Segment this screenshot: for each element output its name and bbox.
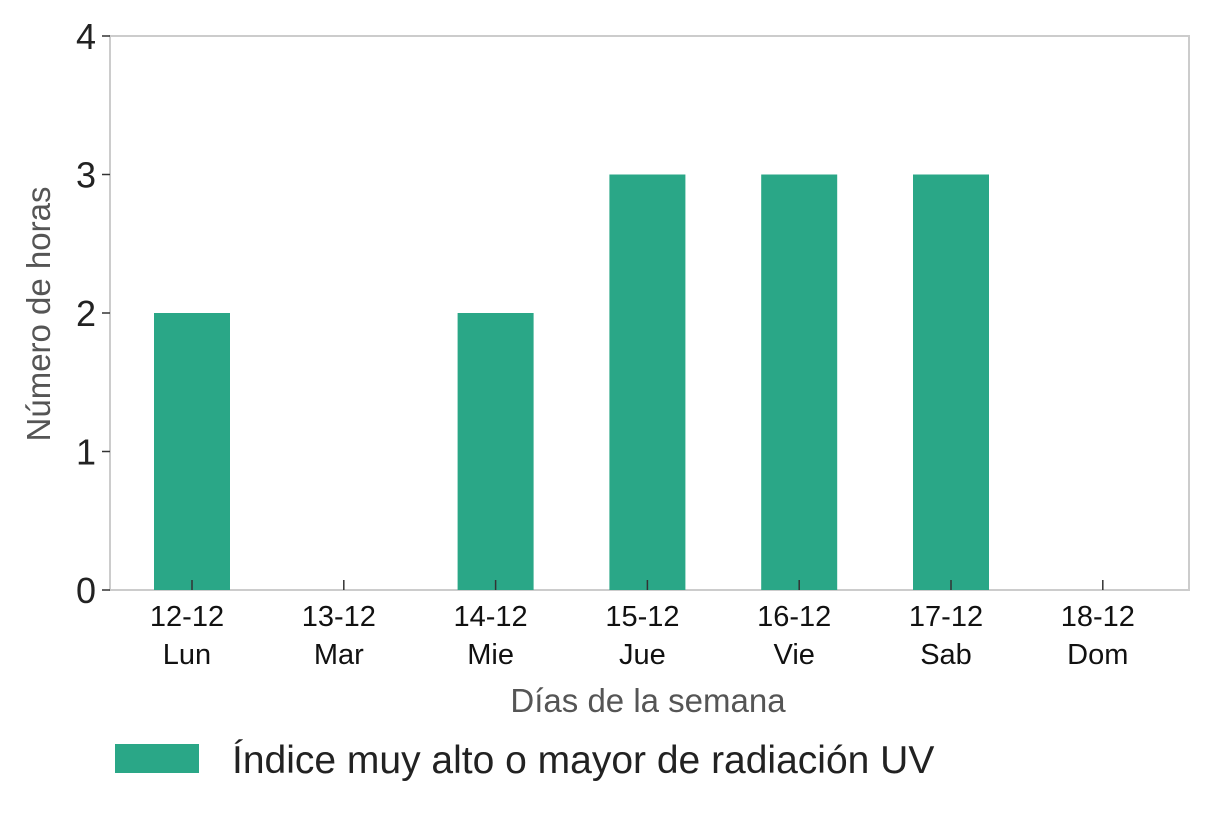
y-axis-label: Número de horas [20, 187, 57, 442]
x-tick-label-date: 13-12 [302, 601, 376, 633]
x-tick-label-day: Mie [467, 639, 514, 671]
x-tick-label-date: 15-12 [605, 601, 679, 633]
x-tick-label-day: Mar [314, 639, 364, 671]
bar [913, 174, 989, 590]
x-tick-label-date: 14-12 [454, 601, 528, 633]
x-tick-label-day: Lun [163, 639, 211, 671]
legend-swatch [115, 744, 199, 773]
legend-label: Índice muy alto o mayor de radiación UV [232, 739, 934, 782]
y-tick-label: 4 [76, 16, 96, 57]
x-tick-label-date: 18-12 [1061, 601, 1135, 633]
x-tick-label-date: 16-12 [757, 601, 831, 633]
y-tick-label: 2 [76, 293, 96, 334]
bar [609, 174, 686, 590]
y-tick-label: 3 [76, 155, 96, 196]
bar [457, 313, 534, 590]
x-tick-label-day: Sab [920, 639, 972, 671]
bar [761, 174, 838, 590]
x-axis-ticks: 12-12 Lun 13-12 Mar 14-12 Mie 15-12 Jue 16-12 Vie… [150, 580, 1135, 671]
y-axis-ticks: 0 1 2 3 4 [76, 16, 110, 611]
bar [154, 313, 230, 590]
x-tick-label-day: Vie [774, 639, 815, 671]
x-tick-label-day: Jue [619, 639, 666, 671]
x-tick-label-day: Dom [1067, 639, 1128, 671]
y-tick-label: 1 [76, 432, 96, 473]
x-tick-label-date: 12-12 [150, 601, 224, 633]
y-tick-label: 0 [76, 570, 96, 611]
legend: Índice muy alto o mayor de radiación UV [115, 739, 934, 782]
bars [154, 174, 989, 590]
x-axis-label: Días de la semana [510, 682, 786, 719]
x-tick-label-date: 17-12 [909, 601, 983, 633]
